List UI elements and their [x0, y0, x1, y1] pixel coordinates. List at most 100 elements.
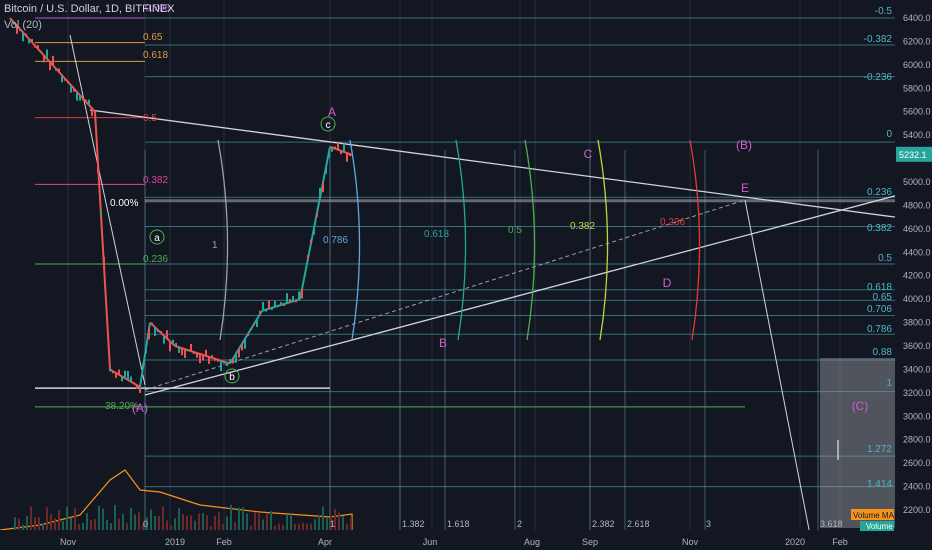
volume-bar	[306, 523, 308, 530]
candle	[136, 385, 138, 389]
fib-time-zone-label: 2.382	[592, 519, 615, 529]
candle	[271, 307, 273, 310]
price-tick-label: 3600.0	[903, 341, 931, 351]
volume-bar	[290, 514, 292, 530]
candle	[190, 343, 192, 352]
candle	[148, 329, 150, 340]
decline-line	[69, 34, 146, 386]
fib-right-label: 0.88	[873, 347, 893, 358]
volume-bar	[310, 523, 312, 530]
volume-bar	[254, 512, 256, 530]
fib-left-label: 0.00%	[110, 198, 138, 209]
price-tick-label: 4200.0	[903, 271, 931, 281]
volume-bar	[274, 525, 276, 530]
fib-left-label: 0.236	[143, 254, 168, 265]
candle	[346, 153, 348, 162]
fib-time-zone-label: 2.618	[627, 519, 650, 529]
candle	[16, 25, 18, 34]
candle	[241, 343, 243, 351]
volume-ma-badge	[851, 509, 894, 520]
volume-bar	[262, 519, 264, 530]
volume-bar	[346, 523, 348, 530]
fib-arc-label: 0.236	[660, 217, 685, 228]
fib-right-label: 1	[886, 378, 892, 389]
candle	[265, 309, 267, 312]
candle	[22, 32, 24, 42]
volume-bar	[66, 506, 68, 530]
price-segment	[261, 298, 301, 312]
candle	[76, 91, 78, 101]
candle	[238, 348, 240, 358]
candle	[235, 353, 237, 363]
candle	[334, 146, 336, 149]
volume-bar	[62, 520, 64, 530]
volume-bar	[154, 516, 156, 530]
candle	[139, 387, 141, 393]
date-axis-bg	[0, 530, 932, 550]
wave-label: A	[328, 105, 336, 119]
candle	[184, 349, 186, 359]
candle	[262, 301, 264, 311]
volume-bar	[162, 506, 164, 530]
price-segment	[94, 111, 111, 370]
price-tick-label: 6400.0	[903, 13, 931, 23]
candle	[214, 358, 216, 361]
volume-bar	[90, 519, 92, 530]
volume-bar	[190, 515, 192, 530]
wave-label: (A)	[132, 401, 148, 415]
fib-right-label: -0.5	[875, 6, 893, 17]
price-tick-label: 2200.0	[903, 505, 931, 515]
volume-bar	[298, 524, 300, 530]
price-tick-label: 4600.0	[903, 224, 931, 234]
volume-bar	[74, 508, 76, 530]
volume-bar	[230, 504, 232, 530]
volume-bar	[110, 523, 112, 530]
candle	[28, 38, 30, 44]
candle	[274, 300, 276, 307]
candle	[232, 358, 234, 364]
fib-arc	[689, 139, 701, 341]
projection-box	[820, 358, 895, 528]
fib-right-label: -0.382	[864, 34, 893, 45]
candle	[52, 55, 54, 66]
volume-bar	[102, 508, 104, 530]
date-tick-label: Jun	[423, 537, 438, 547]
fib-right-label: 1.414	[867, 479, 892, 490]
candle	[88, 99, 90, 106]
wave-label-minor: c	[326, 120, 331, 131]
volume-bar	[334, 508, 336, 530]
volume-bar	[318, 515, 320, 530]
price-tick-label: 4400.0	[903, 247, 931, 257]
volume-bar	[78, 524, 80, 530]
wave-label: C	[584, 147, 593, 161]
candle	[253, 323, 255, 326]
candle	[304, 273, 306, 276]
volume-bar	[286, 515, 288, 530]
candle	[316, 212, 318, 217]
volume-bar	[14, 517, 16, 530]
date-tick-label: 2019	[165, 537, 185, 547]
volume-bar	[86, 513, 88, 530]
wave-label: (C)	[852, 399, 869, 413]
symbol-title: Bitcoin / U.S. Dollar, 1D, BITFINEX	[4, 3, 175, 15]
candle	[91, 108, 93, 117]
candle	[73, 88, 75, 92]
candle	[205, 349, 207, 356]
fib-arc	[524, 139, 536, 341]
date-tick-label: Feb	[832, 537, 848, 547]
candle	[145, 348, 147, 354]
price-tick-label: 5800.0	[903, 83, 931, 93]
volume-bar	[250, 525, 252, 530]
fib-right-label: 0.706	[867, 304, 892, 315]
fib-time-zone-label: 2	[517, 519, 522, 529]
volume-bar	[142, 524, 144, 530]
wave-circle	[224, 368, 240, 384]
candle	[40, 50, 42, 53]
candle	[340, 150, 342, 155]
candle	[49, 62, 51, 71]
volume-bar	[134, 514, 136, 530]
candle	[175, 342, 177, 347]
price-tick-label: 3400.0	[903, 364, 931, 374]
